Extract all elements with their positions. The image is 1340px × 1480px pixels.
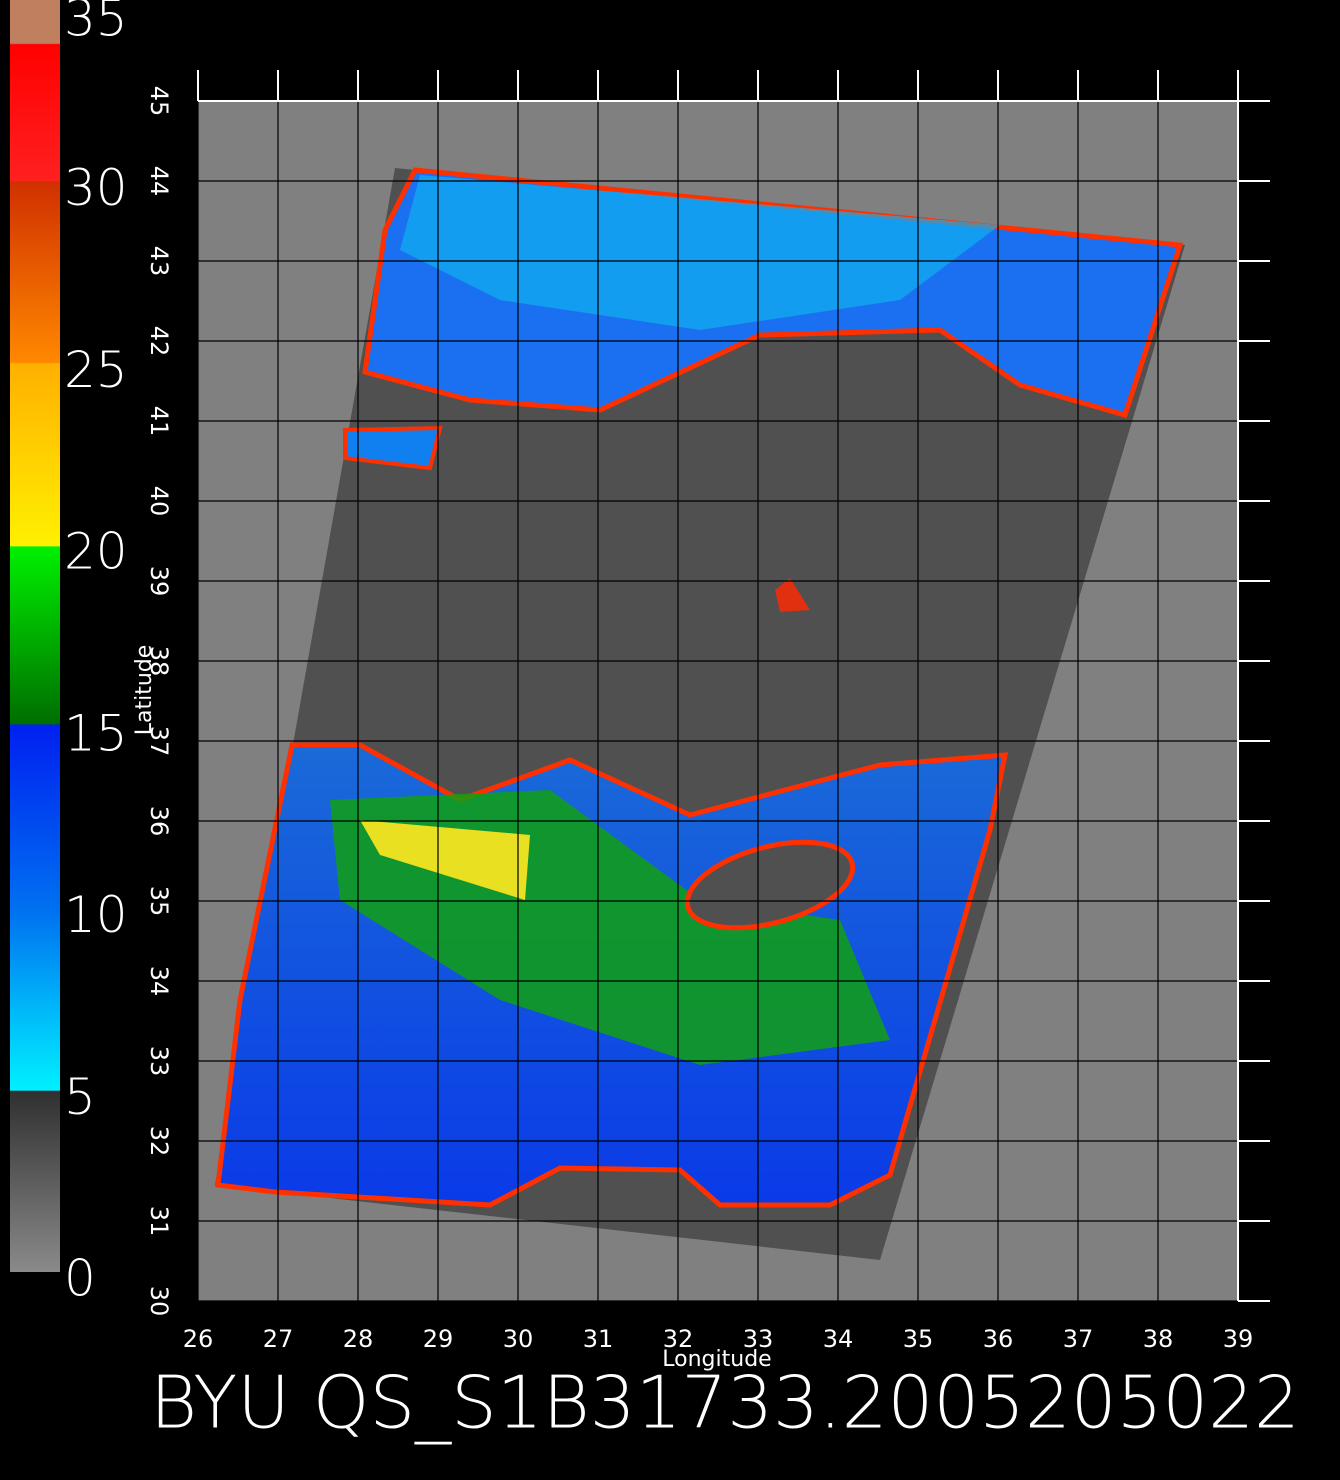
y-tick-label: 37 (145, 726, 173, 757)
x-tick-label: 31 (583, 1325, 614, 1353)
caption: BYU QS_S1B31733.2005205022 (150, 1361, 1300, 1445)
x-tick-label: 27 (263, 1325, 294, 1353)
colorbar-label: 20 (64, 523, 128, 581)
y-tick-label: 30 (145, 1286, 173, 1317)
colorbar-label: 15 (64, 704, 128, 762)
x-tick-label: 36 (983, 1325, 1014, 1353)
y-tick-label: 42 (145, 326, 173, 357)
x-tick-label: 38 (1143, 1325, 1174, 1353)
x-tick-label: 37 (1063, 1325, 1094, 1353)
x-tick-label: 30 (503, 1325, 534, 1353)
y-tick-label: 39 (145, 566, 173, 597)
colorbar-label: 30 (64, 159, 128, 217)
x-tick-label: 29 (423, 1325, 454, 1353)
marmara-wind (343, 425, 443, 471)
black-sea-wind-light (400, 175, 1000, 330)
y-tick-label: 45 (145, 86, 173, 117)
x-tick-label: 32 (663, 1325, 694, 1353)
island (684, 839, 856, 931)
x-tick-label: 35 (903, 1325, 934, 1353)
y-axis-label: Latitude (132, 645, 157, 736)
colorbar (10, 0, 60, 1272)
y-tick-label: 44 (145, 166, 173, 197)
y-tick-label: 38 (145, 646, 173, 677)
colorbar-label: 35 (64, 0, 128, 48)
y-tick-label: 36 (145, 806, 173, 837)
y-tick-label: 43 (145, 246, 173, 277)
wind-band-yellow (360, 820, 530, 900)
y-tick-label: 41 (145, 406, 173, 437)
x-tick-label: 28 (343, 1325, 374, 1353)
colorbar-label: 10 (64, 886, 128, 944)
x-tick-label: 26 (183, 1325, 214, 1353)
colorbar-label: 25 (64, 341, 128, 399)
y-tick-label: 40 (145, 486, 173, 517)
colorbar-label: 0 (64, 1250, 96, 1308)
y-tick-label: 34 (145, 966, 173, 997)
y-tick-label: 33 (145, 1046, 173, 1077)
x-axis-label: Longitude (662, 1347, 771, 1372)
y-tick-label: 32 (145, 1126, 173, 1157)
x-tick-label: 39 (1223, 1325, 1254, 1353)
colorbar-label: 5 (64, 1068, 96, 1126)
y-tick-label: 35 (145, 886, 173, 917)
x-tick-label: 34 (823, 1325, 854, 1353)
x-tick-label: 33 (743, 1325, 774, 1353)
lake-wind (775, 578, 810, 612)
y-tick-label: 31 (145, 1206, 173, 1237)
